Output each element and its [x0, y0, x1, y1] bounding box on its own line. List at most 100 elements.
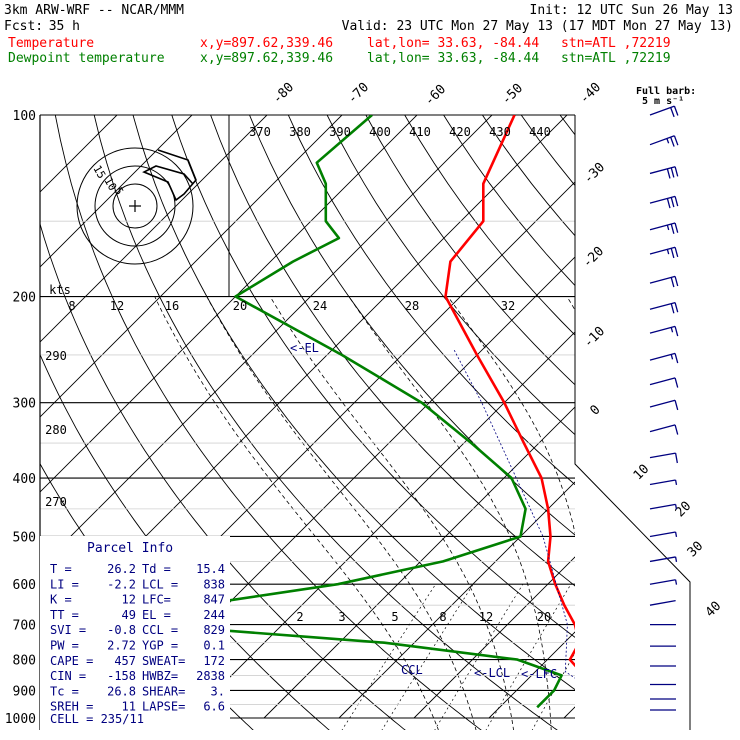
isotherm-tick-label: -30 [581, 160, 608, 187]
parcel-info-key: Tc = [50, 684, 79, 698]
sounding-annotation: <-LCL [474, 666, 510, 680]
theta-e-label: 410 [409, 125, 431, 139]
wind-barb-flag [674, 166, 679, 177]
wind-barb [649, 579, 678, 585]
wind-barb-flag [666, 249, 670, 255]
isotherm-tick-label: 20 [673, 499, 695, 521]
parcel-info-value: 12 [122, 593, 136, 607]
parcel-info-key: HWBZ= [142, 669, 178, 683]
isotherm-tick-label: -20 [580, 244, 607, 271]
dry-adiabat-line [729, 87, 740, 730]
wind-barb-staff [649, 135, 675, 146]
parcel-info-value: -158 [107, 669, 136, 683]
parcel-info-key: YGP = [142, 639, 178, 653]
hodograph-speed-label: 16 [165, 299, 179, 313]
dry-adiabat-line [443, 115, 575, 287]
wind-barb [649, 377, 679, 388]
moist-adiabat-line [206, 296, 477, 730]
valid-time: Valid: 23 UTC Mon 27 May 13 (17 MDT Mon … [342, 19, 733, 34]
wind-barb-flag [674, 302, 679, 313]
wind-barb-flag [670, 354, 674, 360]
temperature-line [444, 115, 575, 668]
isotherm-tick-label: 40 [703, 599, 725, 621]
pressure-tick-label: 100 [13, 109, 36, 124]
isotherm-tick-label: -50 [499, 81, 526, 108]
sounding-annotation: <-LFC [521, 667, 557, 681]
wind-barb-staff [649, 503, 676, 510]
hodograph-speed-label: 28 [405, 299, 419, 313]
hodograph-ring-label: 15 [90, 163, 108, 181]
isotherm-line [188, 331, 575, 719]
hodograph-ring [76, 147, 194, 265]
parcel-info-key: SHEAR= [142, 684, 185, 698]
moist-adiabat-line [566, 296, 575, 311]
temperature-station: stn=ATL ,72219 [561, 36, 671, 51]
header: 3km ARW-WRF -- NCAR/MMM Init: 12 UTC Sun… [4, 3, 733, 107]
wind-barb [649, 452, 678, 464]
hodograph-speed-label: 32 [501, 299, 515, 313]
parcel-info-value: 15.4 [196, 562, 225, 576]
mixing-ratio-label: 3 [338, 610, 345, 624]
isotherm-tick-label: -40 [577, 80, 604, 107]
parcel-info-value: 6.6 [203, 700, 225, 714]
dry-adiabat-line [578, 87, 740, 730]
hodograph-ring [112, 183, 158, 229]
parcel-info-value: 847 [203, 593, 225, 607]
isotherm-tick-label: 30 [685, 539, 707, 561]
wind-barb-staff [649, 424, 676, 433]
theta-e-label: 380 [289, 125, 311, 139]
pressure-tick-label: 300 [13, 397, 36, 412]
wind-barb-flag [674, 452, 678, 464]
parcel-info-key: LI = [50, 577, 79, 591]
wind-barb [649, 531, 678, 538]
mixing-ratio-line [434, 584, 524, 730]
wind-barb-flag [674, 479, 678, 486]
sounding-annotation: <-EL [290, 341, 319, 355]
parcel-info-value: 838 [203, 577, 225, 591]
isotherm-tick-label: -80 [270, 80, 297, 107]
parcel-info-value: -0.8 [107, 623, 136, 637]
parcel-info-value: 829 [203, 623, 225, 637]
theta-label: 270 [45, 495, 67, 509]
wind-barb-flag [666, 224, 670, 231]
parcel-info-value: 26.2 [107, 562, 136, 576]
dry-adiabat-line [404, 115, 575, 336]
wind-barb [649, 275, 679, 288]
wind-barb [649, 246, 679, 259]
dry-adiabat-line [171, 115, 575, 638]
mixing-ratio-label: 2 [296, 610, 303, 624]
parcel-info-key: CIN = [50, 669, 86, 683]
wind-barb-flag [670, 167, 675, 178]
right-frame-line [574, 115, 691, 730]
wind-barb-flag [673, 135, 679, 146]
isotherm-tick-label: -10 [581, 324, 608, 351]
parcel-info-key: LFC= [142, 593, 171, 607]
dry-adiabat-line [365, 115, 575, 386]
pressure-tick-label: 600 [13, 578, 36, 593]
parcel-info-key: SREH = [50, 700, 93, 714]
wind-barb [649, 556, 678, 563]
wind-barb-staff [649, 452, 676, 459]
wind-barb-flag [674, 531, 678, 538]
mixing-ratio-line [593, 584, 671, 731]
barb-legend-line2: 5 m s⁻¹ [642, 96, 684, 107]
wind-barb-staff [649, 105, 675, 116]
theta-e-label: 430 [489, 125, 511, 139]
wind-barb-flag [670, 136, 675, 147]
init-time: Init: 12 UTC Sun 26 May 13 [530, 3, 734, 18]
parcel-info-value: 11 [122, 700, 136, 714]
parcel-info-key: SWEAT= [142, 654, 185, 668]
pressure-tick-label: 200 [13, 291, 36, 306]
dewpoint-station: stn=ATL ,72219 [561, 51, 671, 66]
hodograph-ring [94, 165, 176, 247]
parcel-info-background [40, 536, 230, 730]
theta-label: 290 [45, 349, 67, 363]
temperature-xy: x,y=897.62,339.46 [200, 36, 333, 51]
wind-barb-flag [674, 353, 679, 364]
sounding-annotation: CCL [401, 663, 423, 677]
parcel-info-value: 2838 [196, 669, 225, 683]
mixing-ratio-line [381, 584, 474, 730]
barb-legend-line1: Full barb: [636, 86, 696, 97]
